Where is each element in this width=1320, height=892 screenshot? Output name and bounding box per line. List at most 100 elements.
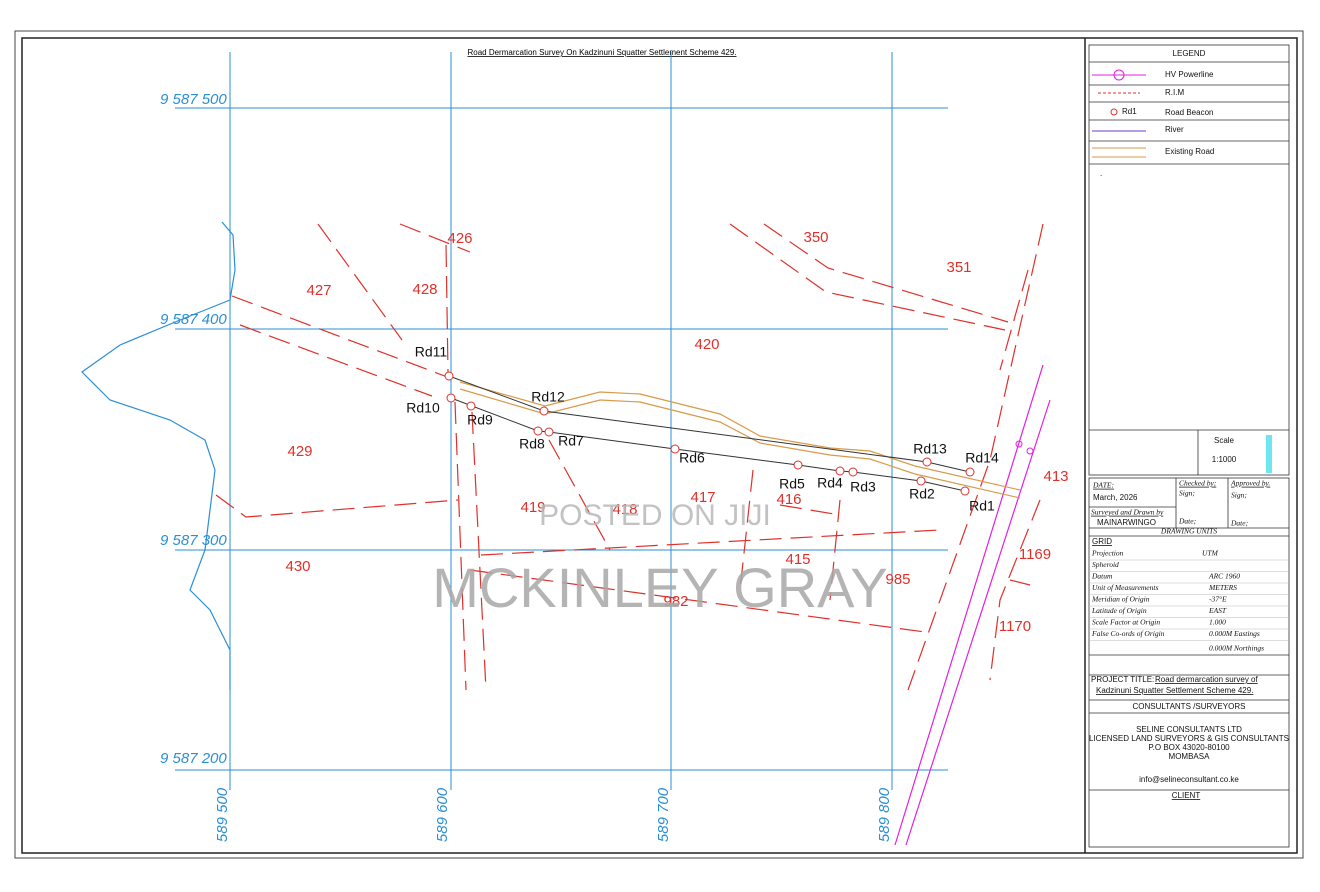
parcel-boundaries-part [729, 223, 1006, 331]
beacon-label: Rd7 [558, 433, 584, 449]
title-block [1088, 477, 1290, 848]
consultant-line: MOMBASA [1169, 752, 1211, 761]
outer-border [14, 30, 1304, 859]
legend-item: HV Powerline [1165, 70, 1214, 79]
beacon-label: Rd14 [965, 450, 999, 466]
parcel-boundaries-part [469, 569, 926, 633]
date: March, 2026 [1093, 493, 1138, 502]
beacon-points: Rd1 Rd2 Rd3 Rd4 Rd5 Rd6 Rd7 Rd8 Rd9 Rd10 Rd11 Rd12 R… [406, 344, 999, 514]
parcel-boundaries-part [739, 469, 754, 591]
grid-value: EAST [1208, 606, 1227, 615]
existing-road-part [459, 381, 1021, 491]
legend-item: Existing Road [1165, 147, 1214, 156]
parcel-number: 1170 [999, 618, 1031, 635]
parcel-boundaries-part [399, 223, 471, 253]
grid-field: False Co-ords of Origin [1091, 629, 1165, 638]
beacon [922, 457, 932, 467]
parcel-boundaries-part [231, 295, 451, 379]
easting-label: 589 500 [214, 787, 231, 842]
parcel-number: 351 [946, 259, 971, 276]
beacon-label: Rd11 [415, 344, 448, 360]
surveyor: MAINARWINGO [1097, 518, 1156, 527]
parcel-number: 350 [803, 229, 828, 246]
legend-item: R.I.M [1165, 88, 1184, 97]
beacon [544, 427, 554, 437]
parcel-labels: 426 350 351 427 428 420 429 419 418 417 416 413 1169… [285, 229, 1068, 635]
beacon-label: Rd13 [913, 441, 947, 457]
grid-field: Datum [1091, 572, 1113, 581]
parcel-boundaries-part [317, 223, 403, 341]
beacon-label: Rd10 [406, 400, 440, 416]
legend-part [1110, 108, 1118, 116]
northing-label: 9 587 400 [160, 311, 227, 328]
parcel-number: 1169 [1019, 546, 1051, 563]
map-title: Road Dermarcation Survey On Kadzinuni Sq… [467, 48, 736, 57]
beacon [965, 467, 975, 477]
grid-value: ARC 1960 [1208, 572, 1240, 581]
beacon [466, 401, 476, 411]
legend-part [1113, 69, 1125, 81]
sign-label: Sign; [1179, 489, 1195, 498]
legend-item: River [1165, 125, 1184, 134]
powerline-part [1026, 447, 1034, 455]
parcel-boundaries-part [989, 499, 1041, 681]
parcel-number: 430 [285, 558, 310, 575]
title-block-part [1088, 477, 1290, 848]
parcel-number: 985 [885, 571, 910, 588]
parcel-number: 426 [447, 230, 472, 247]
beacon-label: Rd1 [969, 498, 995, 514]
parcel-boundaries-part [829, 499, 841, 601]
grid-field: Meridian of Origin [1091, 595, 1150, 604]
legend [1088, 44, 1290, 476]
legend-item: Rd1 [1122, 107, 1137, 116]
river [81, 221, 236, 690]
parcel-boundaries [215, 223, 1044, 691]
consultant-line: SELINE CONSULTANTS LTD [1136, 725, 1242, 734]
parcel-number: 982 [663, 593, 688, 610]
powerline [894, 364, 1051, 846]
parcel-number: 429 [287, 443, 312, 460]
parcel-boundaries-part [763, 223, 1009, 323]
watermark: MCKINLEY GRAY [432, 556, 887, 619]
units-heading: DRAWING UNITS [1160, 527, 1217, 536]
parcel-number: 419 [520, 499, 545, 516]
consultant-line: LICENSED LAND SURVEYORS & GIS CONSULTANT… [1089, 734, 1289, 743]
parcel-boundaries-part [239, 324, 433, 397]
northing-label: 9 587 200 [160, 750, 227, 767]
grid-value: 0.000M Eastings [1209, 629, 1260, 638]
powerline-part [1015, 440, 1023, 448]
beacon-label: Rd12 [531, 389, 565, 405]
road-demarcation-part [448, 375, 971, 473]
easting-label: 589 600 [434, 787, 451, 842]
date-label: Date; [1230, 519, 1248, 528]
beacon-label: Rd5 [779, 476, 805, 492]
grid-field: Projection [1091, 549, 1124, 558]
northing-label: 9 587 500 [160, 91, 227, 108]
grid-field: Latitude of Origin [1091, 606, 1147, 615]
beacon-label: Rd4 [817, 475, 843, 491]
beacon [916, 476, 926, 486]
easting-label: 589 800 [876, 787, 893, 842]
legend-mark: . [1100, 169, 1102, 178]
parcel-number: 427 [306, 282, 331, 299]
email: info@selineconsultant.co.ke [1139, 775, 1239, 784]
legend-part [1266, 435, 1272, 473]
parcel-number: 413 [1043, 468, 1068, 485]
grid-field: Scale Factor at Origin [1092, 618, 1160, 627]
grid-value: UTM [1202, 549, 1219, 558]
date-label: DATE: [1092, 481, 1114, 490]
sign-label: Sign; [1231, 491, 1247, 500]
existing-road [459, 381, 1021, 499]
parcel-boundaries-part [907, 223, 1044, 691]
grid-field: Spheroid [1092, 560, 1119, 569]
beacon-label: Rd6 [679, 450, 705, 466]
grid-info: Projection UTM Spheroid Datum ARC 1960 Unit o… [1089, 549, 1289, 653]
beacon [848, 467, 858, 477]
parcel-boundaries-part [480, 529, 941, 556]
beacon [444, 371, 454, 381]
project-title: Kadzinuni Squatter Settlement Scheme 429… [1096, 686, 1253, 695]
parcel-boundaries-part [454, 401, 467, 691]
beacon-label: Rd2 [909, 486, 935, 502]
parcel-boundaries-part [999, 269, 1029, 371]
